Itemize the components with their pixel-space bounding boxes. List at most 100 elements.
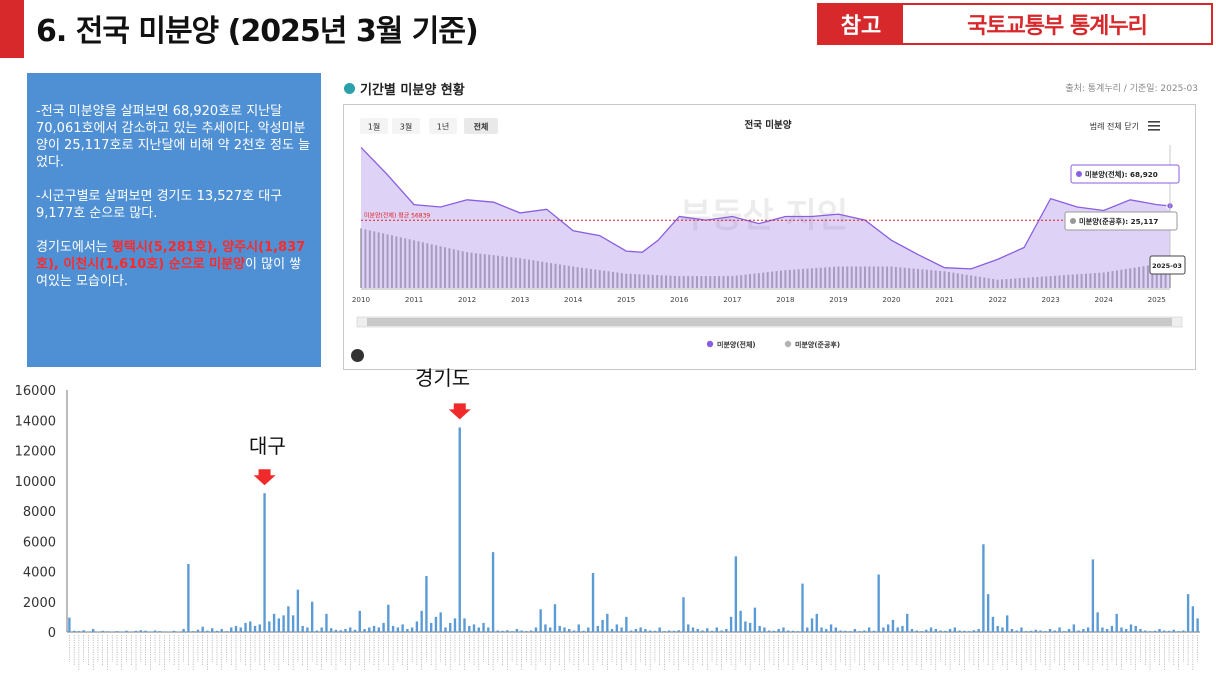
region-bar [610, 628, 614, 632]
region-bar [1167, 630, 1171, 632]
region-bar [444, 627, 447, 632]
menu-icon[interactable] [1148, 121, 1160, 131]
completed-bar [828, 267, 831, 288]
region-bar [244, 622, 247, 632]
region-bar [1029, 630, 1033, 632]
x-tick-label: 2010 [352, 295, 371, 304]
region-bar [844, 630, 847, 632]
completed-bar [753, 273, 756, 288]
completed-bar [797, 269, 800, 288]
completed-bar [1009, 278, 1012, 288]
region-bar [330, 628, 333, 632]
region-bar [434, 616, 438, 632]
region-bar [387, 604, 390, 632]
completed-bar [837, 266, 840, 288]
region-bar [353, 629, 357, 632]
region-bar [458, 427, 461, 632]
region-bar [820, 627, 823, 632]
region-bar [696, 628, 699, 632]
region-bar [725, 628, 728, 632]
completed-bar [536, 260, 539, 288]
region-bar [525, 631, 528, 632]
region-bar [748, 622, 752, 632]
region-bar [858, 631, 861, 632]
x-tick-label: 2013 [511, 295, 529, 304]
tooltip-total-dot [1076, 171, 1082, 177]
range-button-bg [464, 118, 498, 134]
region-bar [872, 630, 876, 632]
regional-bar-chart: 0 2000 4000 6000 8000 10000 12000 14000 16000 [15, 384, 1200, 670]
completed-bar [457, 250, 460, 288]
range-button-0[interactable]: 1월 [360, 118, 388, 134]
range-button-2[interactable]: 1년 [429, 118, 457, 134]
region-bar [358, 610, 361, 632]
region-bar [1139, 628, 1142, 632]
region-bar [877, 574, 880, 632]
region-bar [501, 630, 504, 632]
legend-label: 미분양(전체) [717, 340, 756, 349]
region-bar [863, 630, 866, 632]
range-button-3[interactable]: 전체 [464, 118, 498, 134]
region-bar [1077, 630, 1080, 632]
region-bar [182, 628, 185, 632]
region-bar [625, 616, 628, 632]
tooltip-date-text: 2025-03 [1152, 262, 1182, 270]
completed-bar [687, 276, 690, 288]
completed-bar [757, 273, 760, 288]
region-bar [1120, 627, 1123, 632]
region-bar [377, 627, 381, 632]
home-icon[interactable] [351, 349, 364, 362]
completed-bar [527, 259, 530, 288]
range-button-1[interactable]: 3월 [392, 118, 420, 134]
region-bar [672, 630, 676, 632]
legend-item-1[interactable]: 미분양(준공후) [784, 340, 840, 349]
region-bar [120, 631, 123, 632]
completed-bar [1138, 266, 1141, 288]
region-bar [1148, 631, 1152, 632]
region-bar [729, 616, 733, 632]
horizontal-scrollbar[interactable] [356, 316, 1183, 328]
completed-bar [603, 270, 606, 288]
region-bar [230, 627, 233, 632]
tooltip-completed: 미분양(준공후): 25,117 [1064, 211, 1178, 231]
completed-bar [841, 266, 844, 288]
completed-bar [1045, 276, 1048, 288]
trend-chart-title: 전국 미분양 [744, 119, 791, 131]
region-bar [249, 621, 252, 632]
completed-bar [634, 274, 637, 288]
region-bar [777, 628, 780, 632]
region-bar [320, 627, 323, 632]
legend-toggle-button[interactable]: 범례 전체 닫기 [1090, 121, 1139, 131]
region-bar [1186, 594, 1190, 632]
completed-bar [775, 271, 778, 288]
region-bar [901, 625, 904, 632]
legend-item-0[interactable]: 미분양(전체) [706, 340, 756, 349]
reference-source: 국토교통부 통계누리 [967, 14, 1148, 39]
completed-bar [519, 258, 522, 288]
summary-gyeonggi-highlight: 평택시(5,281호), 양주시(1,837호), 이천시(1,610호) 순으… [36, 240, 306, 272]
completed-bar [589, 268, 592, 288]
range-button-bg [392, 118, 420, 134]
completed-bar [709, 276, 712, 288]
completed-bar [541, 261, 544, 288]
completed-bar [868, 266, 871, 288]
region-bar [867, 627, 871, 632]
region-bar [1196, 618, 1199, 632]
region-bar [296, 589, 300, 632]
region-bar [153, 630, 157, 632]
completed-bar [886, 266, 889, 288]
completed-bar [585, 268, 588, 288]
completed-bar [1111, 271, 1114, 288]
y-tick-label: 12000 [15, 445, 56, 460]
x-tick-label: 2019 [829, 295, 848, 304]
legend-label: 미분양(준공후) [795, 340, 840, 349]
daegu-annotation: 대구 [249, 434, 286, 458]
completed-bar [749, 274, 752, 288]
region-bar [325, 613, 328, 632]
region-bar [1063, 631, 1066, 632]
completed-bar [554, 263, 557, 288]
region-bar [772, 630, 776, 632]
completed-bar [638, 274, 641, 288]
completed-bar [1005, 279, 1008, 288]
region-bar [82, 630, 85, 632]
